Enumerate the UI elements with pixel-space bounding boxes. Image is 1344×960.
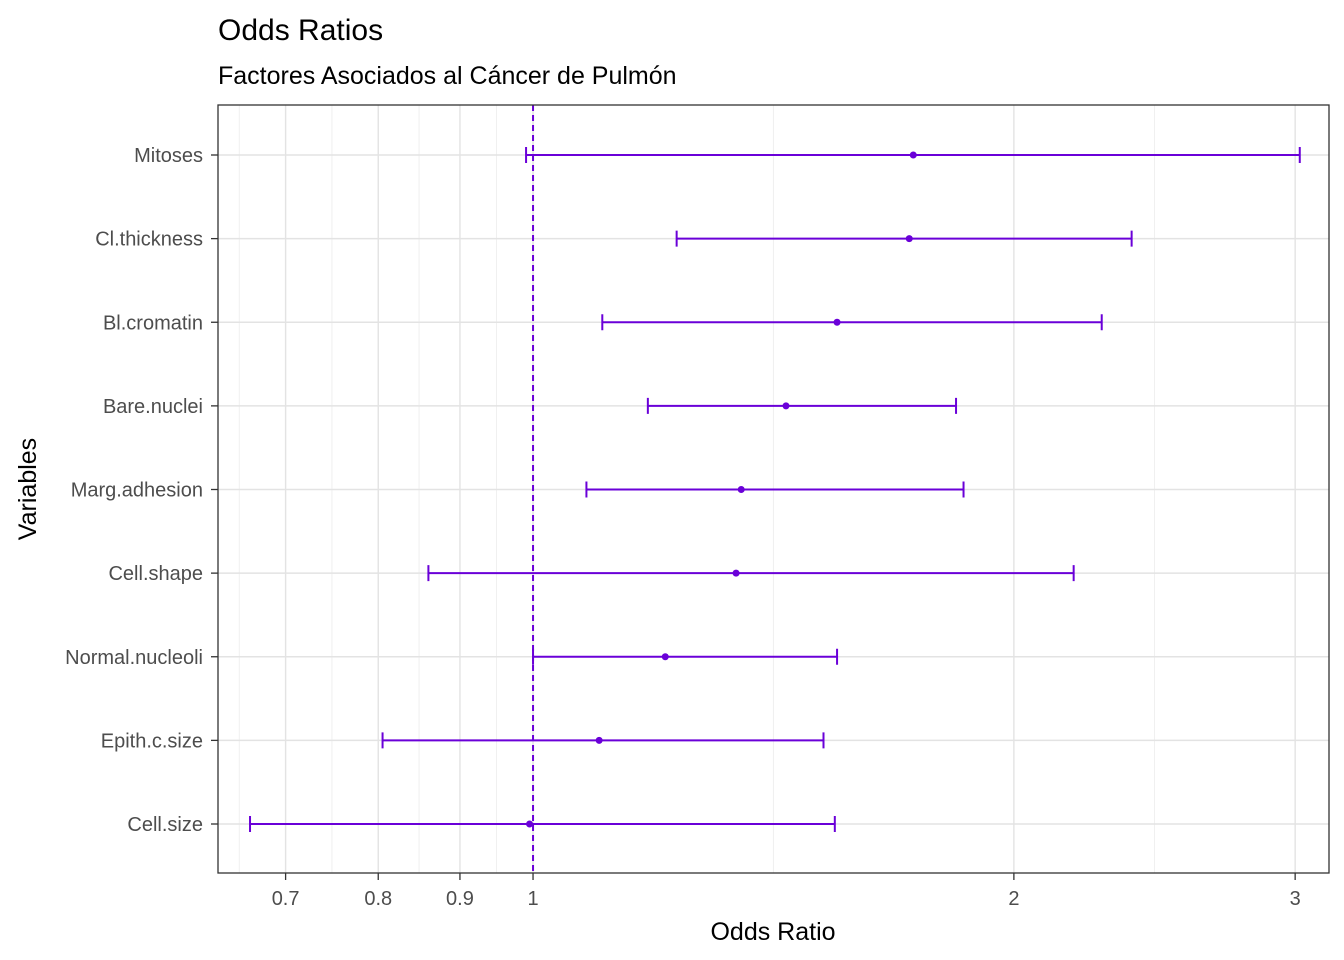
axes: Mitoses Cl.thickness Bl.cromatin Bare.nucle… (65, 145, 1301, 910)
x-tick-label: 0.8 (364, 888, 392, 910)
y-tick-label: Cell.size (127, 814, 203, 836)
point-Normal.nucleoli (661, 653, 669, 661)
point-Bl.cromatin (833, 318, 841, 326)
x-tick-label: 2 (1008, 888, 1019, 910)
x-axis-title: Odds Ratio (710, 918, 835, 946)
y-tick-label: Bl.cromatin (103, 312, 203, 334)
point-Cell.shape (732, 569, 740, 577)
y-tick-label: Mitoses (134, 145, 203, 167)
plot-marks (249, 105, 1301, 873)
point-Marg.adhesion (737, 486, 745, 493)
y-axis-title: Variables (14, 438, 42, 540)
y-tick-label: Cell.shape (108, 563, 203, 585)
chart-title: Odds Ratios (218, 14, 383, 47)
chart-subtitle: Factores Asociados al Cáncer de Pulmón (218, 62, 677, 90)
x-tick-label: 0.7 (272, 888, 300, 910)
x-tick-label: 0.9 (446, 888, 474, 910)
point-Bare.nuclei (782, 402, 790, 410)
point-Mitoses (909, 151, 917, 159)
y-tick-label: Marg.adhesion (71, 480, 203, 502)
y-tick-label: Normal.nucleoli (65, 647, 203, 669)
x-tick-label: 1 (527, 888, 538, 910)
y-tick-label: Cl.thickness (95, 229, 203, 251)
x-tick-label: 3 (1290, 888, 1301, 910)
point-Cl.thickness (905, 235, 913, 243)
y-tick-label: Epith.c.size (101, 730, 203, 752)
point-Epith.c.size (595, 736, 603, 744)
y-tick-label: Bare.nuclei (103, 396, 203, 418)
point-Cell.size (526, 820, 534, 828)
